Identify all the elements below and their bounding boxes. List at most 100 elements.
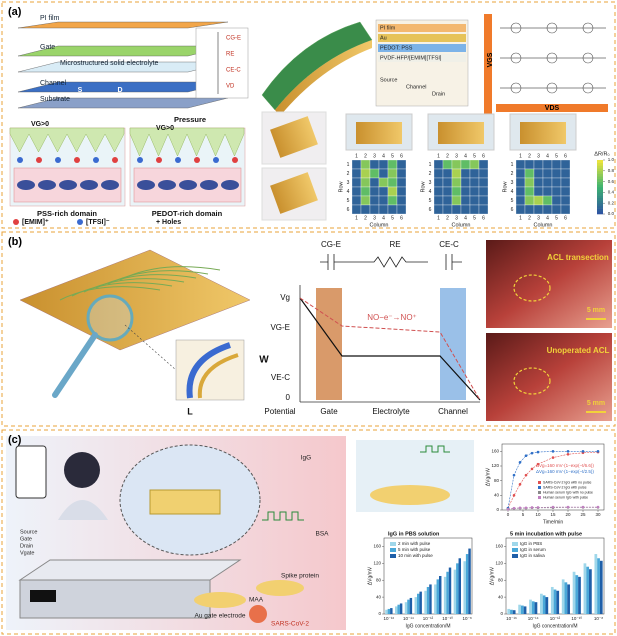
heatmap-cell	[387, 186, 398, 197]
col-tick: 3	[537, 153, 540, 159]
row-tick: 1	[511, 162, 514, 168]
highlight	[513, 367, 551, 395]
row-tick: 4	[429, 189, 432, 195]
row-tick: 1	[347, 162, 350, 168]
heatmap-cell	[469, 204, 480, 215]
heatmap-cell	[451, 168, 462, 179]
part-label: MAA	[249, 597, 264, 604]
stack-layer	[378, 34, 466, 42]
magnifier-lens	[86, 294, 134, 342]
point	[530, 451, 534, 455]
stack-label: PEDOT: PSS	[380, 45, 413, 51]
photo	[486, 333, 612, 421]
x-tick-label: 15	[550, 512, 556, 517]
heatmap-cell	[469, 168, 480, 179]
heatmap-cell	[360, 177, 371, 188]
bar	[597, 558, 600, 614]
domain-blob	[101, 180, 119, 190]
colorbar-tick-label: 0.8	[608, 168, 615, 173]
bar	[463, 561, 466, 614]
x-tick-label: 10⁻¹⁴	[528, 616, 539, 621]
x-tick-label: 10	[535, 512, 541, 517]
layer-label: PI film	[40, 15, 60, 22]
layer	[17, 61, 229, 73]
row-tick: 5	[429, 198, 432, 204]
heatmap-cell	[396, 177, 407, 188]
heatmap-cell	[451, 195, 462, 206]
region-label: Potential	[264, 407, 295, 416]
heatmap-cell	[542, 186, 553, 197]
heatmap-cell	[478, 159, 489, 170]
col-tick: 6	[564, 215, 567, 221]
heatmap-cell	[442, 195, 453, 206]
x-tick-label: 10⁻¹²	[550, 616, 561, 621]
heatmap-cell	[478, 186, 489, 197]
circuit-line	[320, 254, 462, 270]
heatmap-cell	[369, 168, 380, 179]
x-tick-label: 10⁻¹⁰	[442, 616, 453, 621]
sensor-box	[18, 559, 242, 581]
stack-label: PVDF-HFP/[EMIM][TFSI]	[380, 55, 442, 61]
part-label: Spike protein	[281, 573, 319, 580]
electrolyte-pyramids	[9, 127, 125, 153]
part-label: IgG	[301, 455, 311, 462]
legend-label: 10 min with pulse	[398, 553, 433, 558]
heatmap-cell	[560, 168, 571, 179]
bar	[387, 608, 391, 614]
heatmap-cell	[460, 204, 471, 215]
bar	[414, 597, 417, 614]
heatmap-cell	[433, 168, 444, 179]
heatmap-cell	[478, 177, 489, 188]
pin-label: Source	[20, 529, 37, 535]
photo-device	[270, 172, 318, 214]
bar	[564, 582, 568, 614]
trace	[83, 278, 185, 293]
pin-label: Vgate	[20, 550, 34, 556]
colorbar-step	[597, 187, 603, 190]
heatmap-cell	[433, 186, 444, 197]
heatmap-cell	[387, 195, 398, 206]
row-tick: 3	[347, 180, 350, 186]
bar	[586, 566, 590, 614]
colorbar-tick-label: 0.2	[608, 200, 615, 205]
y-tick-label: 80	[376, 577, 382, 582]
bar	[531, 601, 535, 614]
heatmap-cell	[551, 186, 562, 197]
domain-blob	[221, 180, 239, 190]
col-label: Column	[370, 222, 389, 228]
zoom-electrode	[186, 342, 231, 399]
layer	[17, 21, 229, 29]
bar	[534, 602, 538, 614]
heatmap-cell	[460, 186, 471, 197]
heatmap-cell	[460, 195, 471, 206]
col-tick: 6	[482, 215, 485, 221]
heatmap-cell	[451, 159, 462, 170]
colorbar-tick-label: 0.6	[608, 179, 615, 184]
bar	[556, 590, 560, 614]
point	[506, 507, 510, 511]
heatmap-cell	[515, 159, 526, 170]
maa-electrode	[256, 580, 304, 596]
heatmap-cell	[360, 168, 371, 179]
vgs-label: VGS	[487, 52, 494, 67]
colorbar-tick-label: 0.4	[608, 190, 615, 195]
bar	[443, 576, 447, 614]
bar	[390, 608, 393, 614]
legend-label: Human serum IgG with no pulse	[543, 490, 593, 494]
colorbar-step	[597, 165, 603, 169]
heatmap-cell	[533, 186, 544, 197]
trace	[107, 270, 209, 285]
y-tick-label: 40	[376, 594, 382, 599]
mech-label: VG>0	[156, 125, 174, 132]
legend-swatch	[390, 554, 396, 558]
heatmap-cell	[524, 168, 535, 179]
heatmap-cell	[369, 159, 380, 170]
heatmap-cell	[524, 159, 535, 170]
bar	[553, 589, 557, 614]
legend-label: [TFSI]⁻	[86, 219, 110, 226]
heatmap-cell	[442, 186, 453, 197]
bar	[594, 554, 598, 614]
stack-label: Au	[380, 35, 387, 41]
heatmap-cell	[451, 177, 462, 188]
